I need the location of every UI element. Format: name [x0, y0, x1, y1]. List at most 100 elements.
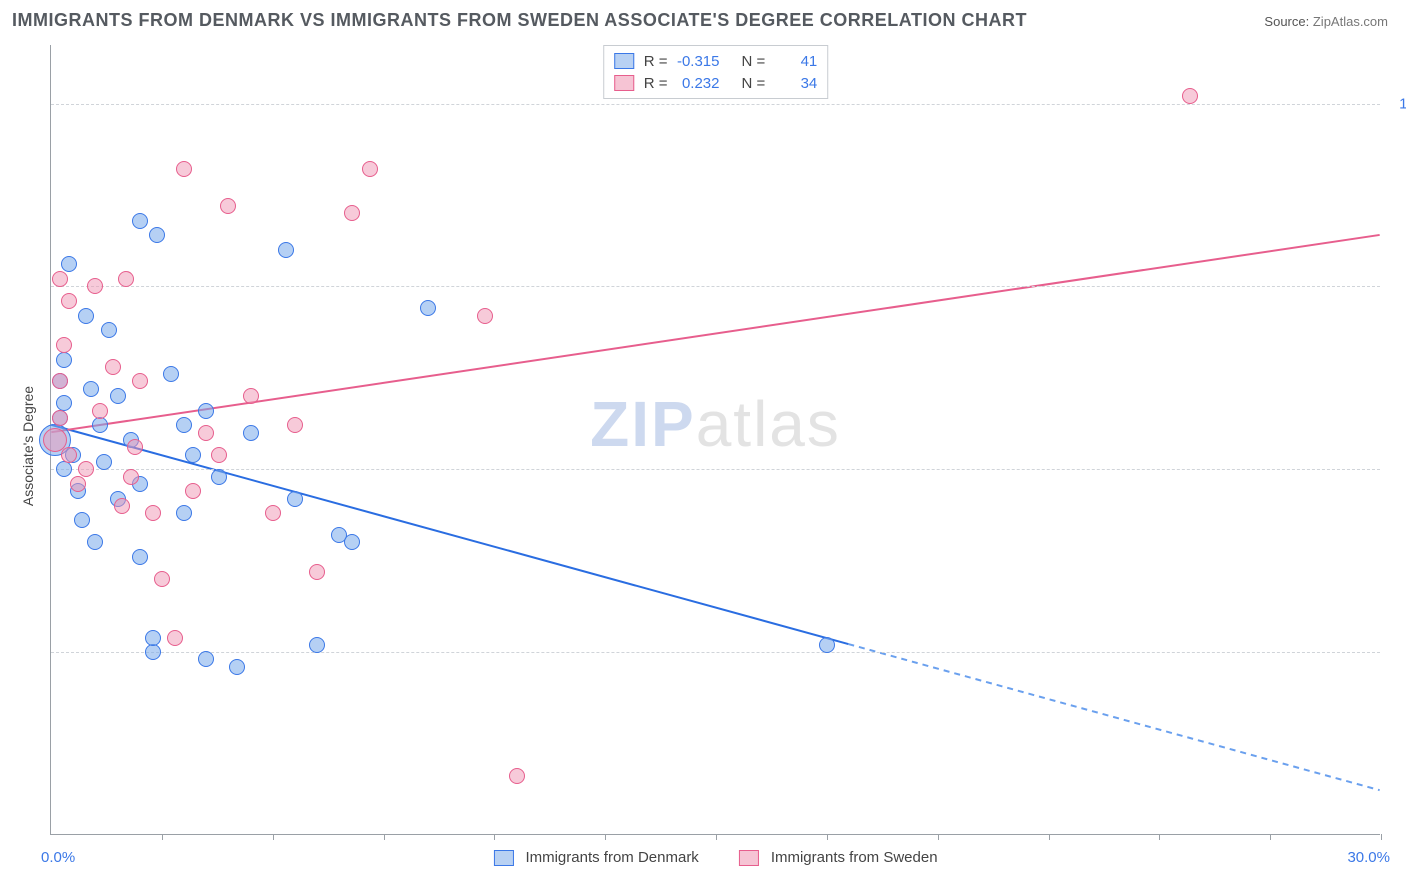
data-point: [101, 322, 117, 338]
data-point: [154, 571, 170, 587]
x-tick: [827, 834, 828, 840]
data-point: [110, 388, 126, 404]
y-axis-label: Associate's Degree: [20, 386, 36, 506]
y-tick-label: 100.0%: [1399, 95, 1406, 112]
data-point: [132, 373, 148, 389]
legend-row: R =-0.315N =41: [614, 50, 818, 72]
data-point: [243, 388, 259, 404]
trend-line: [51, 425, 848, 644]
r-value: -0.315: [674, 53, 720, 70]
gridline-horizontal: [51, 652, 1380, 653]
r-label: R =: [644, 75, 668, 92]
source-attribution: Source: ZipAtlas.com: [1264, 14, 1388, 29]
data-point: [211, 469, 227, 485]
data-point: [118, 271, 134, 287]
data-point: [74, 512, 90, 528]
data-point: [87, 534, 103, 550]
data-point: [198, 651, 214, 667]
x-tick: [938, 834, 939, 840]
n-label: N =: [742, 53, 766, 70]
data-point: [127, 439, 143, 455]
data-point: [176, 417, 192, 433]
data-point: [83, 381, 99, 397]
data-point: [243, 425, 259, 441]
data-point: [61, 256, 77, 272]
x-tick: [1270, 834, 1271, 840]
data-point: [56, 395, 72, 411]
legend-item: Immigrants from Sweden: [739, 849, 938, 866]
data-point: [78, 308, 94, 324]
legend-row: R = 0.232 N = 34: [614, 72, 818, 94]
data-point: [477, 308, 493, 324]
scatter-plot: ZIPatlas R =-0.315N =41R =0.232N =34 0.0…: [50, 45, 1380, 835]
data-point: [198, 425, 214, 441]
data-point: [149, 227, 165, 243]
data-point: [132, 213, 148, 229]
data-point: [185, 447, 201, 463]
legend-label: Immigrants from Denmark: [525, 849, 698, 866]
r-value: 0.232: [674, 75, 720, 92]
chart-title: IMMIGRANTS FROM DENMARK VS IMMIGRANTS FR…: [12, 10, 1027, 31]
gridline-horizontal: [51, 104, 1380, 105]
gridline-horizontal: [51, 286, 1380, 287]
r-label: R =: [644, 53, 668, 70]
watermark-zip: ZIP: [590, 388, 696, 460]
x-tick: [605, 834, 606, 840]
n-label: N =: [742, 75, 766, 92]
x-tick: [1381, 834, 1382, 840]
data-point: [87, 278, 103, 294]
x-tick: [1049, 834, 1050, 840]
data-point: [420, 300, 436, 316]
x-tick: [384, 834, 385, 840]
legend-item: Immigrants from Denmark: [493, 849, 698, 866]
data-point: [819, 637, 835, 653]
data-point: [92, 417, 108, 433]
x-tick: [273, 834, 274, 840]
data-point: [123, 469, 139, 485]
watermark-rest: atlas: [696, 388, 841, 460]
data-point: [92, 403, 108, 419]
x-axis-max-label: 30.0%: [1347, 849, 1390, 866]
x-axis-min-label: 0.0%: [41, 849, 75, 866]
data-point: [145, 505, 161, 521]
data-point: [176, 161, 192, 177]
data-point: [265, 505, 281, 521]
data-point: [309, 564, 325, 580]
data-point: [362, 161, 378, 177]
data-point: [287, 417, 303, 433]
data-point: [211, 447, 227, 463]
data-point: [145, 630, 161, 646]
data-point: [229, 659, 245, 675]
watermark: ZIPatlas: [590, 387, 841, 461]
data-point: [56, 352, 72, 368]
data-point: [61, 447, 77, 463]
data-point: [78, 461, 94, 477]
data-point: [52, 373, 68, 389]
data-point: [52, 271, 68, 287]
x-tick: [716, 834, 717, 840]
gridline-horizontal: [51, 469, 1380, 470]
data-point: [198, 403, 214, 419]
data-point: [56, 337, 72, 353]
legend-label: Immigrants from Sweden: [771, 849, 938, 866]
source-label: Source:: [1264, 14, 1309, 29]
data-point: [163, 366, 179, 382]
data-point: [344, 205, 360, 221]
legend-swatch: [614, 53, 634, 69]
data-point: [1182, 88, 1198, 104]
data-point: [132, 549, 148, 565]
trend-line-extension: [848, 644, 1379, 790]
data-point: [145, 644, 161, 660]
data-point: [220, 198, 236, 214]
x-tick: [494, 834, 495, 840]
data-point: [70, 476, 86, 492]
data-point: [176, 505, 192, 521]
x-tick: [162, 834, 163, 840]
correlation-legend: R =-0.315N =41R =0.232N =34: [603, 45, 829, 99]
data-point: [96, 454, 112, 470]
data-point: [309, 637, 325, 653]
n-value: 34: [771, 75, 817, 92]
data-point: [287, 491, 303, 507]
x-tick: [1159, 834, 1160, 840]
legend-swatch: [493, 850, 513, 866]
